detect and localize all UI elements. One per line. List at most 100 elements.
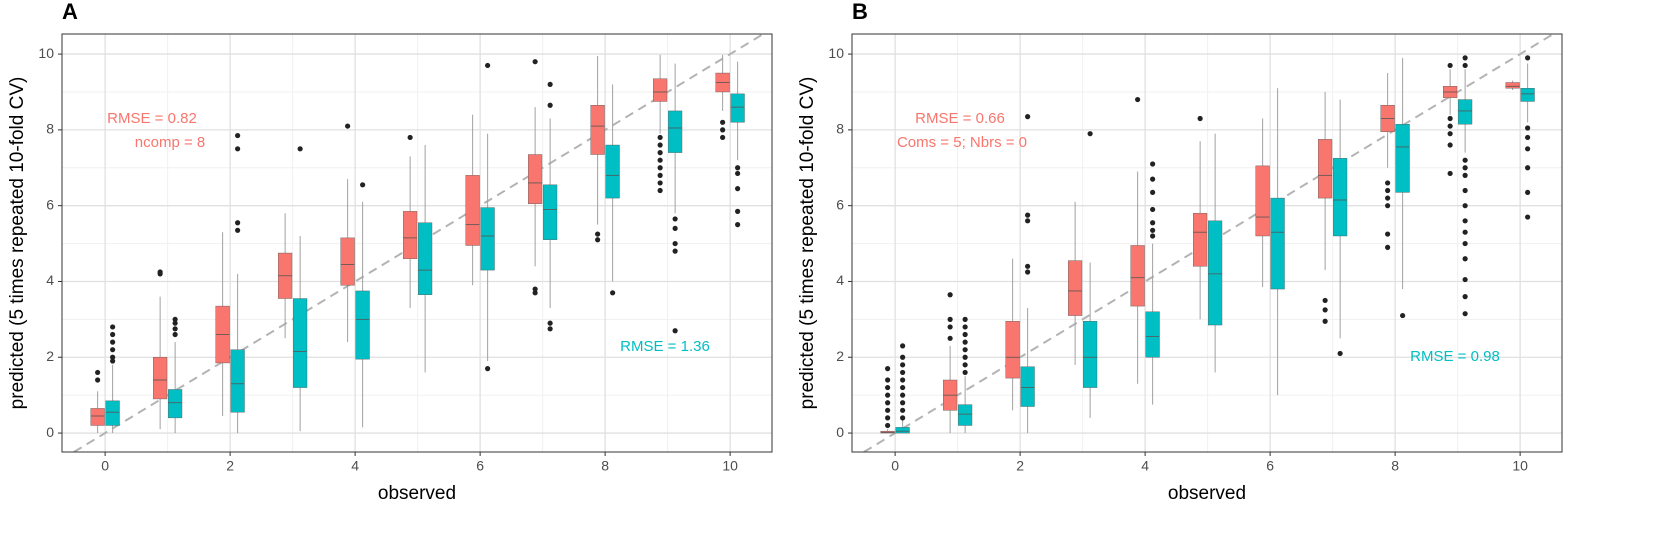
y-tick-label: 2 — [836, 348, 844, 364]
box — [1505, 82, 1520, 89]
outlier — [1462, 187, 1468, 194]
outlier — [1447, 62, 1453, 69]
x-tick-label: 8 — [601, 458, 609, 474]
box — [355, 290, 370, 360]
outlier — [1462, 256, 1468, 262]
outlier — [1025, 269, 1031, 275]
box — [605, 144, 620, 199]
outlier — [885, 415, 891, 421]
outlier — [657, 150, 663, 156]
outlier — [1150, 233, 1156, 239]
outlier — [672, 240, 678, 247]
annotation: Coms = 5; Nbrs = 0 — [897, 134, 1027, 151]
box — [668, 110, 683, 153]
outlier — [885, 422, 891, 429]
outlier — [947, 335, 953, 341]
outlier — [657, 134, 663, 141]
box — [1270, 197, 1285, 290]
y-tick-label: 6 — [46, 196, 54, 212]
outlier — [900, 392, 906, 398]
y-tick-label: 4 — [836, 272, 844, 288]
outlier — [672, 216, 678, 222]
panel: 0 2 4 6 8 10 0 2 4 6 8 10 RMSE = 0.82 ncomp = 8 RMSE =… — [7, 0, 773, 504]
box — [895, 427, 910, 434]
outlier — [1025, 218, 1031, 224]
outlier — [1025, 263, 1031, 269]
outlier — [1385, 203, 1391, 209]
outlier — [1087, 131, 1093, 137]
outlier — [110, 339, 116, 345]
outlier — [1525, 165, 1531, 171]
outlier — [657, 180, 663, 186]
annotation: RMSE = 0.98 — [1410, 348, 1500, 365]
box — [958, 404, 973, 426]
outlier — [235, 227, 241, 233]
x-tick-label: 0 — [891, 458, 899, 474]
outlier — [1525, 125, 1531, 131]
box — [1020, 366, 1035, 407]
outlier — [1447, 123, 1453, 129]
x-tick-label: 4 — [351, 458, 359, 474]
box — [1318, 139, 1333, 199]
outlier — [547, 81, 553, 88]
x-tick-label: 2 — [1016, 458, 1024, 474]
annotation: RMSE = 1.36 — [620, 338, 710, 355]
outlier — [885, 377, 891, 383]
box — [1145, 311, 1160, 358]
outlier — [672, 225, 678, 232]
outlier — [1150, 189, 1156, 196]
box — [293, 298, 308, 388]
y-tick-label: 10 — [38, 45, 54, 61]
outlier — [885, 392, 891, 398]
outlier — [720, 134, 726, 141]
box — [153, 357, 168, 400]
panel: 0 2 4 6 8 10 0 2 4 6 8 10 RMSE = 0.66 Coms = 5; Nbrs … — [797, 0, 1563, 504]
box — [1083, 321, 1098, 388]
outlier — [962, 369, 968, 376]
outlier — [900, 369, 906, 376]
panel-label: A — [62, 0, 78, 24]
box — [730, 93, 745, 123]
outlier — [1150, 161, 1156, 167]
outlier — [235, 220, 241, 226]
outlier — [962, 362, 968, 368]
box — [1130, 245, 1145, 307]
outlier — [485, 366, 491, 372]
outlier — [900, 377, 906, 383]
outlier — [735, 165, 741, 171]
outlier — [1135, 96, 1141, 103]
x-tick-label: 8 — [1391, 458, 1399, 474]
y-axis-title: predicted (5 times repeated 10-fold CV) — [7, 77, 28, 410]
box — [1005, 321, 1020, 379]
box — [1255, 165, 1270, 237]
outlier — [1462, 311, 1468, 317]
outlier — [900, 407, 906, 413]
outlier — [657, 157, 663, 163]
box — [465, 175, 480, 246]
y-tick-label: 0 — [46, 424, 54, 440]
outlier — [110, 324, 116, 330]
outlier — [1025, 114, 1031, 120]
outlier — [95, 369, 101, 376]
outlier — [1385, 195, 1391, 201]
outlier — [345, 123, 351, 129]
plot-area — [863, 34, 1554, 452]
outlier — [1462, 172, 1468, 178]
plot-border — [61, 33, 773, 453]
outlier — [360, 182, 366, 188]
outlier — [1322, 297, 1328, 304]
box — [340, 237, 355, 286]
outlier — [1447, 115, 1453, 122]
outlier — [657, 187, 663, 194]
outlier — [1447, 142, 1453, 148]
outlier — [900, 415, 906, 421]
box — [1395, 123, 1410, 193]
y-tick-label: 2 — [46, 348, 54, 364]
box — [528, 154, 543, 204]
x-tick-label: 6 — [476, 458, 484, 474]
outlier — [1197, 115, 1203, 122]
x-axis-title: observed — [378, 483, 456, 504]
outlier — [1400, 312, 1406, 319]
outlier — [657, 142, 663, 148]
